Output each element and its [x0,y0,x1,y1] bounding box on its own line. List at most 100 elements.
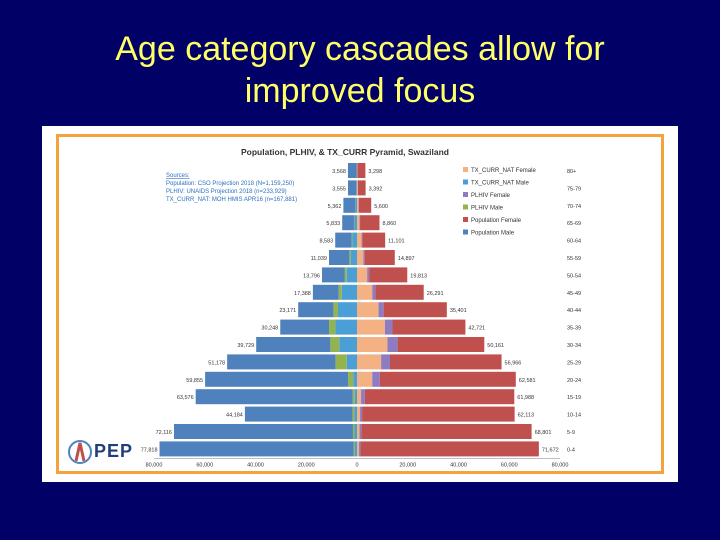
bar-population-female-80+ [357,163,366,178]
bar-tx-curr-nat-male-75-79 [356,180,357,196]
sources-line: Sources: [166,173,190,179]
bar-tx-curr-nat-female-65-69 [357,215,360,231]
ribbon-logo-icon [68,440,92,464]
legend-swatch [463,229,468,235]
bar-tx-curr-nat-male-45-49 [341,284,357,300]
bar-population-male-15-19 [195,389,353,405]
category-label: 10-14 [567,413,581,419]
bar-label-male: 30,248 [261,326,278,332]
bar-population-female-40-44 [383,302,447,318]
bar-tx-curr-nat-female-30-34 [357,337,388,352]
bar-population-female-35-39 [392,319,466,335]
bar-population-female-50-54 [369,267,408,283]
category-label: 0-4 [567,447,575,453]
bar-population-male-70-74 [343,197,356,213]
bar-label-female: 14,897 [398,256,415,262]
bar-plhiv-female-0-4 [359,441,361,457]
bar-plhiv-female-10-14 [360,406,363,422]
bar-population-male-20-24 [205,371,349,387]
x-tick-label: 40,000 [450,462,467,468]
bar-tx-curr-nat-female-15-19 [357,389,362,405]
bar-tx-curr-nat-female-5-9 [357,424,360,439]
bar-label-male: 3,568 [332,169,346,175]
bar-tx-curr-nat-female-45-49 [357,284,373,300]
bar-population-male-40-44 [298,302,334,318]
bar-label-male: 23,171 [279,308,296,314]
x-tick-label: 40,000 [247,462,264,468]
legend-label: TX_CURR_NAT Female [471,168,536,174]
bar-plhiv-male-55-59 [349,250,351,265]
category-label: 75-79 [567,186,581,192]
slide-title: Age category cascades allow for improved… [60,28,660,112]
slide-title-line-2: improved focus [244,72,476,110]
bar-label-female: 71,672 [542,447,559,453]
bar-population-male-75-79 [347,180,357,196]
bar-tx-curr-nat-female-25-29 [357,354,382,370]
bar-population-female-5-9 [361,424,532,439]
bar-tx-curr-nat-male-70-74 [355,197,357,213]
bar-label-male: 5,362 [328,204,342,210]
category-label: 20-24 [567,378,581,384]
bar-label-male: 72,116 [156,430,172,436]
x-tick-label: 80,000 [146,462,163,468]
bar-population-male-30-34 [256,337,331,352]
bar-population-male-5-9 [174,424,353,439]
bar-population-female-70-74 [358,197,372,213]
logo-text: PEP [94,441,134,461]
bar-population-male-0-4 [159,441,354,457]
bar-label-male: 63,576 [177,395,194,401]
bar-label-male: 44,184 [226,413,243,419]
bar-population-female-25-29 [389,354,502,370]
category-label: 55-59 [567,256,581,262]
bar-label-male: 13,796 [303,273,320,279]
bar-label-female: 68,801 [535,430,552,436]
bar-label-female: 61,988 [517,395,534,401]
legend-swatch [463,192,468,197]
bar-tx-curr-nat-female-10-14 [357,406,361,422]
bar-tx-curr-nat-male-55-59 [350,250,357,265]
bar-tx-curr-nat-male-65-69 [354,215,357,231]
bar-tx-curr-nat-male-0-4 [354,441,357,457]
bar-tx-curr-nat-female-35-39 [357,319,385,335]
bar-tx-curr-nat-female-60-64 [357,232,362,248]
sources-line: Population: CSO Projection 2018 (N=1,159… [166,181,294,187]
bar-plhiv-male-15-19 [352,389,355,405]
bar-label-female: 62,113 [518,413,534,419]
bar-tx-curr-nat-female-40-44 [357,302,379,318]
bar-plhiv-male-30-34 [330,337,340,352]
bar-tx-curr-nat-male-35-39 [335,319,357,335]
bar-label-male: 77,818 [141,447,158,453]
slide-title-line-1: Age category cascades allow for [115,30,605,68]
bar-population-female-30-34 [397,337,485,352]
bars-group [159,163,539,457]
bar-tx-curr-nat-female-70-74 [357,197,359,213]
x-tick-label: 0 [355,462,358,468]
legend-swatch [463,167,468,172]
x-axis: 80,000 60,000 40,000 20,000 0 20,000 40,000 60,… [146,458,569,468]
x-tick-label: 60,000 [501,462,518,468]
bar-population-female-75-79 [357,180,366,196]
bar-plhiv-male-20-24 [348,371,354,387]
logo: PEP [68,437,148,473]
bar-plhiv-female-30-34 [387,337,398,352]
category-labels: 0-4 5-9 10-14 15-19 20-24 25-29 30-34 35-39 40-4… [567,169,581,453]
bar-population-female-20-24 [379,371,516,387]
bar-plhiv-male-35-39 [329,319,336,335]
bar-plhiv-female-15-19 [361,389,365,405]
bar-tx-curr-nat-male-10-14 [354,406,357,422]
x-tick-label: 60,000 [196,462,213,468]
bar-plhiv-male-50-54 [344,267,347,283]
bar-tx-curr-nat-male-5-9 [354,424,357,439]
bar-plhiv-male-45-49 [338,284,342,300]
bar-label-male: 17,388 [294,291,311,297]
bar-label-female: 19,813 [410,273,427,279]
bar-population-female-55-59 [364,250,395,265]
category-label: 30-34 [567,343,581,349]
category-label: 45-49 [567,291,581,297]
category-label: 35-39 [567,326,581,332]
bar-label-female: 3,298 [368,169,382,175]
bar-label-female: 11,101 [388,239,404,245]
x-tick-label: 80,000 [552,462,569,468]
chart-title: Population, PLHIV, & TX_CURR Pyramid, Sw… [241,147,449,157]
